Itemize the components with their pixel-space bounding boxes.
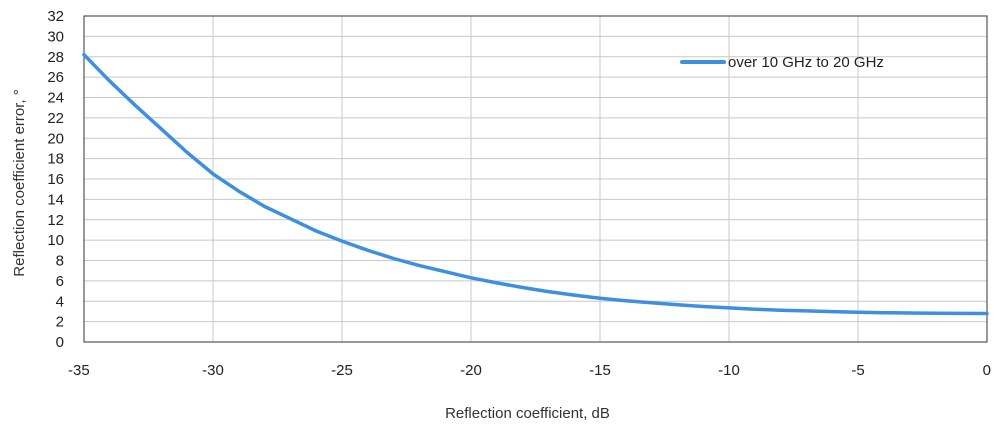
y-tick-label: 8 bbox=[56, 253, 64, 270]
y-tick-label: 2 bbox=[56, 314, 64, 331]
y-tick-label: 0 bbox=[56, 334, 64, 351]
legend: over 10 GHz to 20 GHz bbox=[680, 54, 884, 71]
y-tick-label: 12 bbox=[47, 212, 64, 229]
y-tick-label: 26 bbox=[47, 69, 64, 86]
y-tick-label: 10 bbox=[47, 232, 64, 249]
x-tick-label: -25 bbox=[331, 362, 353, 379]
y-tick-label: 18 bbox=[47, 151, 64, 168]
series-layer bbox=[82, 52, 989, 316]
y-tick-label: 30 bbox=[47, 28, 64, 45]
x-tick-label: -30 bbox=[202, 362, 224, 379]
x-axis-label: Reflection coefficient, dB bbox=[445, 405, 610, 422]
y-tick-label: 6 bbox=[56, 273, 64, 290]
x-axis-ticks: -35 -30 -25 -20 -15 -10 -5 0 bbox=[68, 362, 991, 379]
y-tick-label: 14 bbox=[47, 191, 64, 208]
x-tick-label: -15 bbox=[589, 362, 611, 379]
y-axis-label: Reflection coefficient error, ° bbox=[11, 89, 28, 276]
y-tick-label: 28 bbox=[47, 49, 64, 66]
y-tick-label: 22 bbox=[47, 110, 64, 127]
legend-label: over 10 GHz to 20 GHz bbox=[728, 54, 884, 71]
y-tick-label: 16 bbox=[47, 171, 64, 188]
series-line bbox=[82, 52, 989, 316]
y-tick-label: 24 bbox=[47, 90, 64, 107]
y-tick-label: 4 bbox=[56, 293, 64, 310]
x-tick-label: -35 bbox=[68, 362, 90, 379]
x-tick-label: 0 bbox=[983, 362, 991, 379]
y-tick-label: 20 bbox=[47, 130, 64, 147]
x-tick-label: -5 bbox=[851, 362, 864, 379]
x-tick-label: -10 bbox=[718, 362, 740, 379]
x-tick-label: -20 bbox=[460, 362, 482, 379]
y-tick-label: 32 bbox=[47, 8, 64, 25]
plot-area bbox=[83, 15, 988, 343]
